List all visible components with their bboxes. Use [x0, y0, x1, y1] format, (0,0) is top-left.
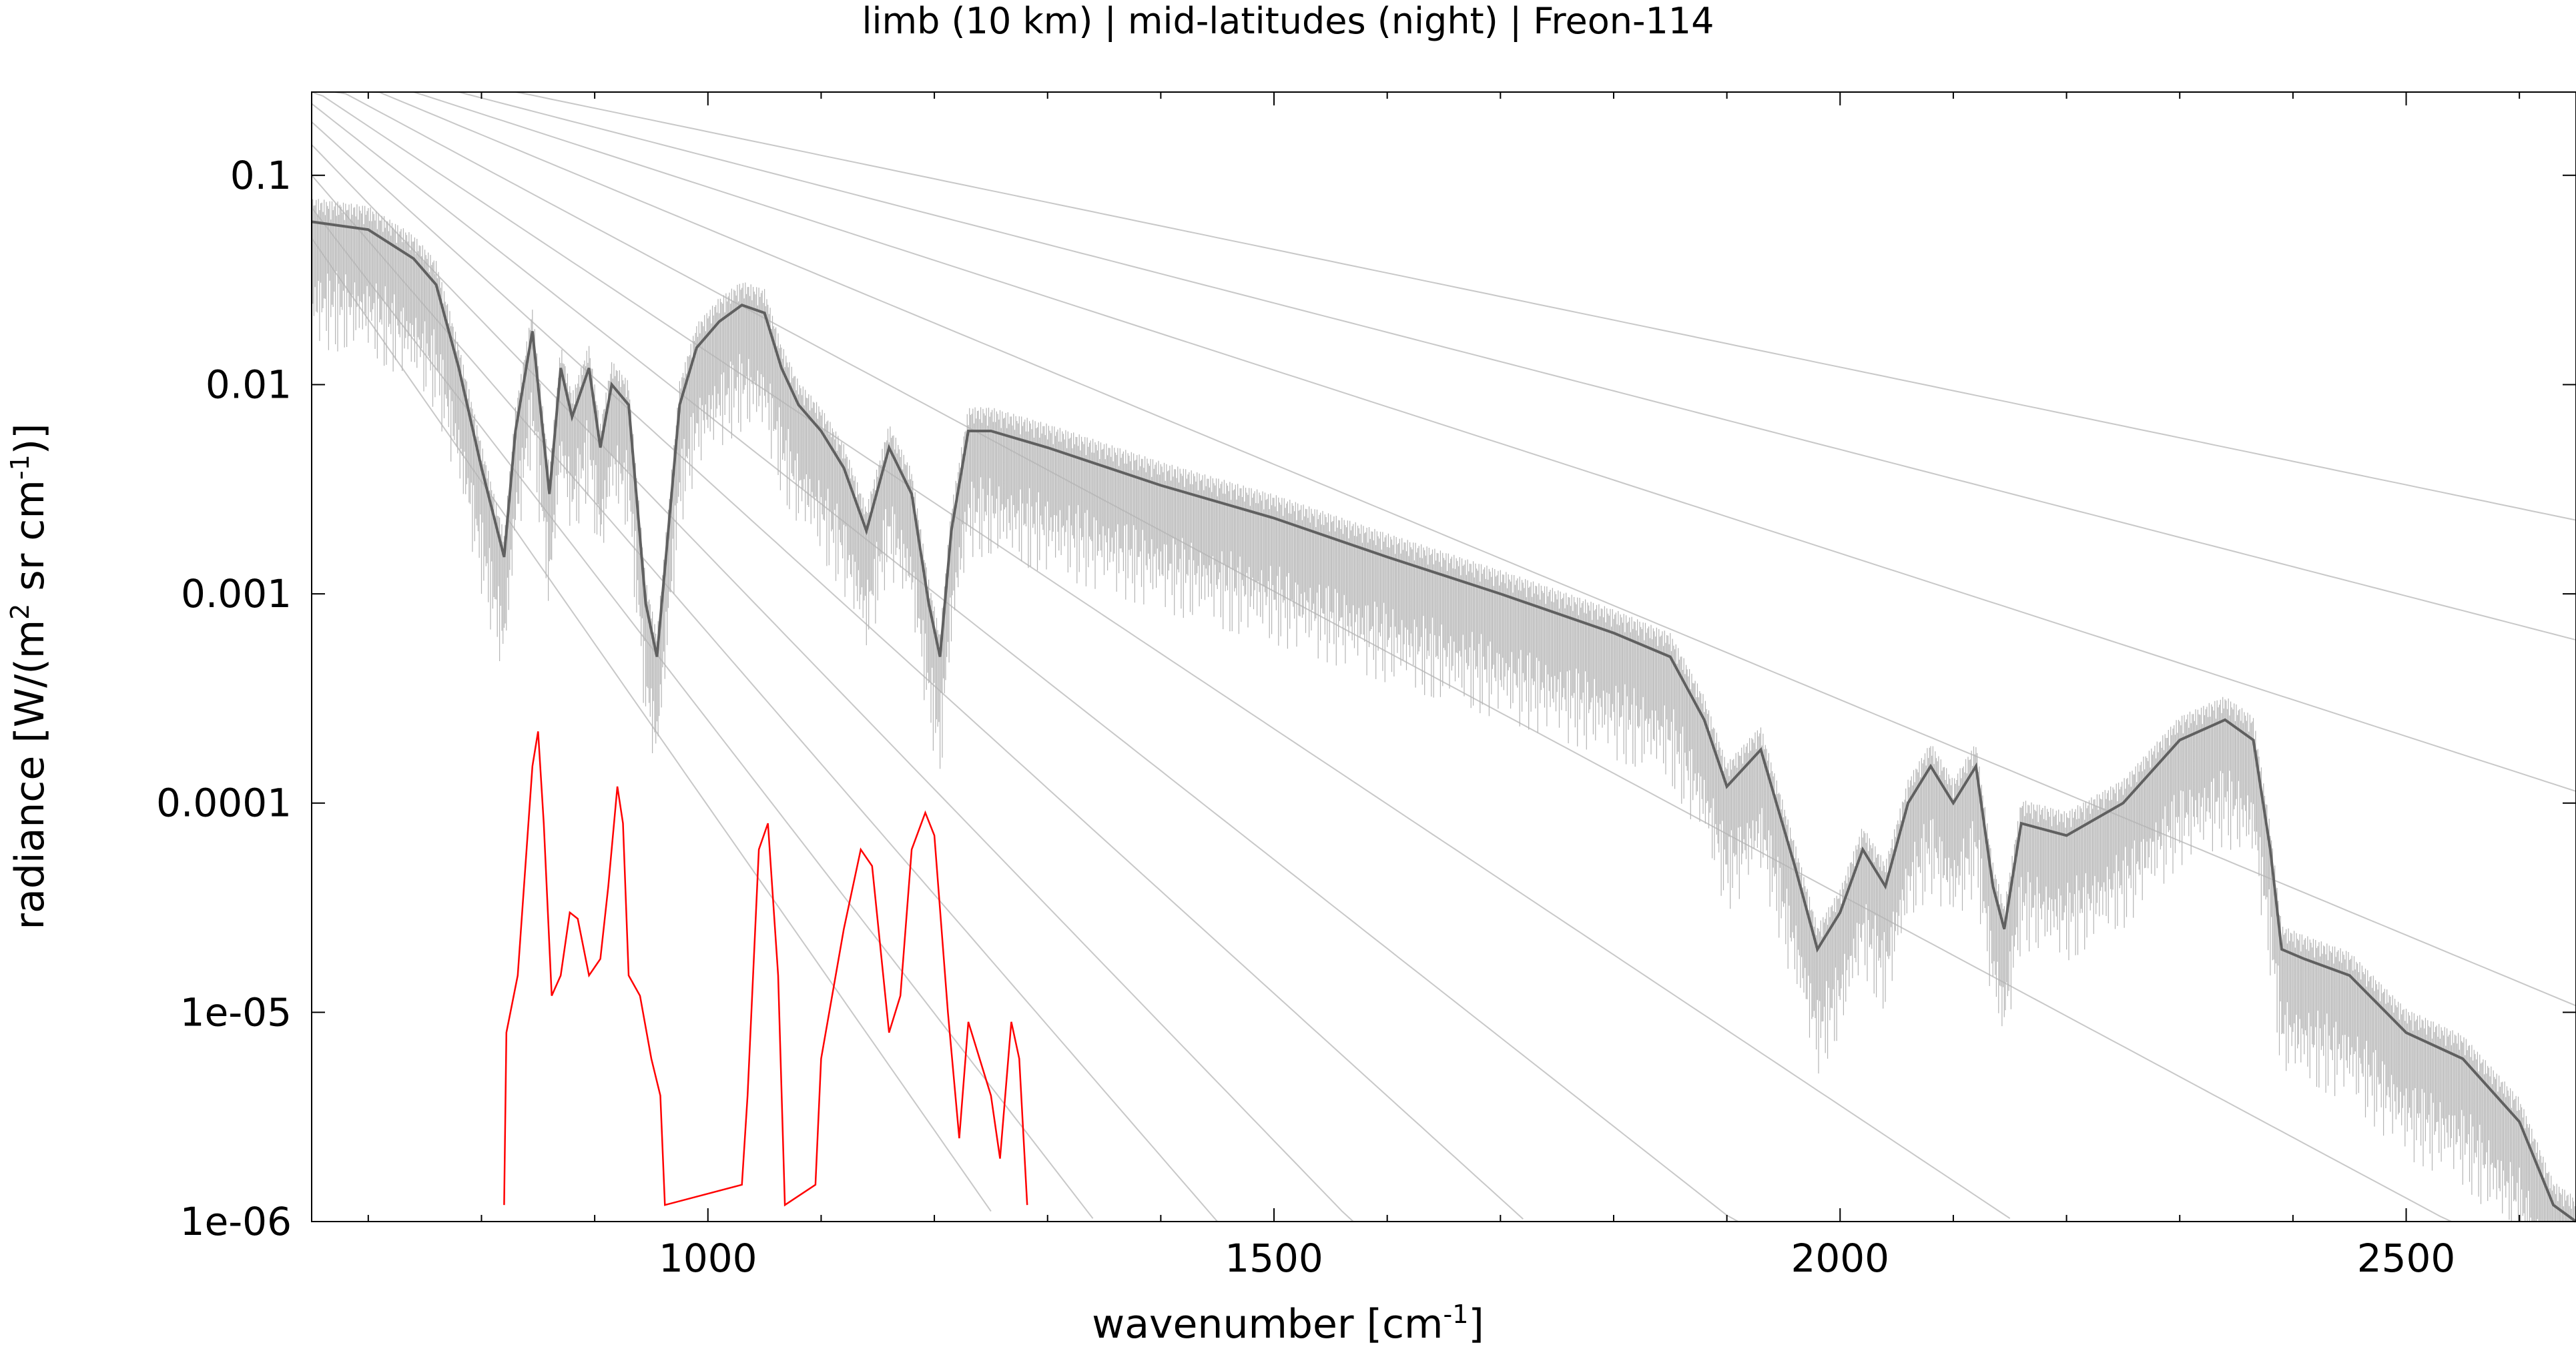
- reference-curve-250: [311, 121, 1524, 1220]
- y-tick-label: 0.1: [230, 153, 292, 198]
- reference-curve-190: [312, 91, 2576, 641]
- plot-frame: [311, 91, 2576, 1222]
- x-axis-label: wavenumber [cm-1]: [1092, 1300, 1484, 1348]
- freon-114-line: [503, 731, 1028, 1207]
- reference-curve-200: [312, 91, 2576, 793]
- spectrum-layer: [311, 199, 2576, 1223]
- reference-curve-270: [311, 175, 1218, 1222]
- chart-title: limb (10 km) | mid-latitudes (night) | F…: [862, 0, 1714, 42]
- spectrum-line: [311, 220, 2576, 1223]
- reference-curve-210: [312, 91, 2576, 1007]
- y-tick-label: 0.001: [181, 571, 292, 616]
- y-tick-label: 1e-05: [180, 989, 292, 1035]
- y-tick-label: 0.0001: [156, 781, 292, 826]
- reference-curve-290: [311, 238, 992, 1212]
- x-tick-label: 2000: [1791, 1236, 1889, 1281]
- axes: 1000 1500 2000 2500 0.1 0.01 0.001 0.0001 1e-05 1…: [156, 91, 2576, 1281]
- reference-curve-240: [311, 103, 1739, 1222]
- x-tick-label: 2500: [2357, 1236, 2456, 1281]
- y-tick-label: 1e-06: [180, 1199, 292, 1244]
- freon-layer: [503, 731, 1028, 1207]
- y-tick-label: 0.01: [206, 362, 292, 407]
- x-tick-label: 1500: [1225, 1236, 1323, 1281]
- spectrum-fine-structure: [311, 199, 2576, 1222]
- reference-curve-220: [312, 91, 2452, 1222]
- reference-curves: [311, 91, 2576, 1222]
- y-axis-label: radiance [W/(m2 sr cm-1)]: [5, 423, 53, 930]
- reference-curve-230: [311, 91, 2011, 1220]
- reference-curve-260: [311, 144, 1354, 1222]
- x-tick-label: 1000: [659, 1236, 757, 1281]
- reference-curve-180: [312, 91, 2576, 521]
